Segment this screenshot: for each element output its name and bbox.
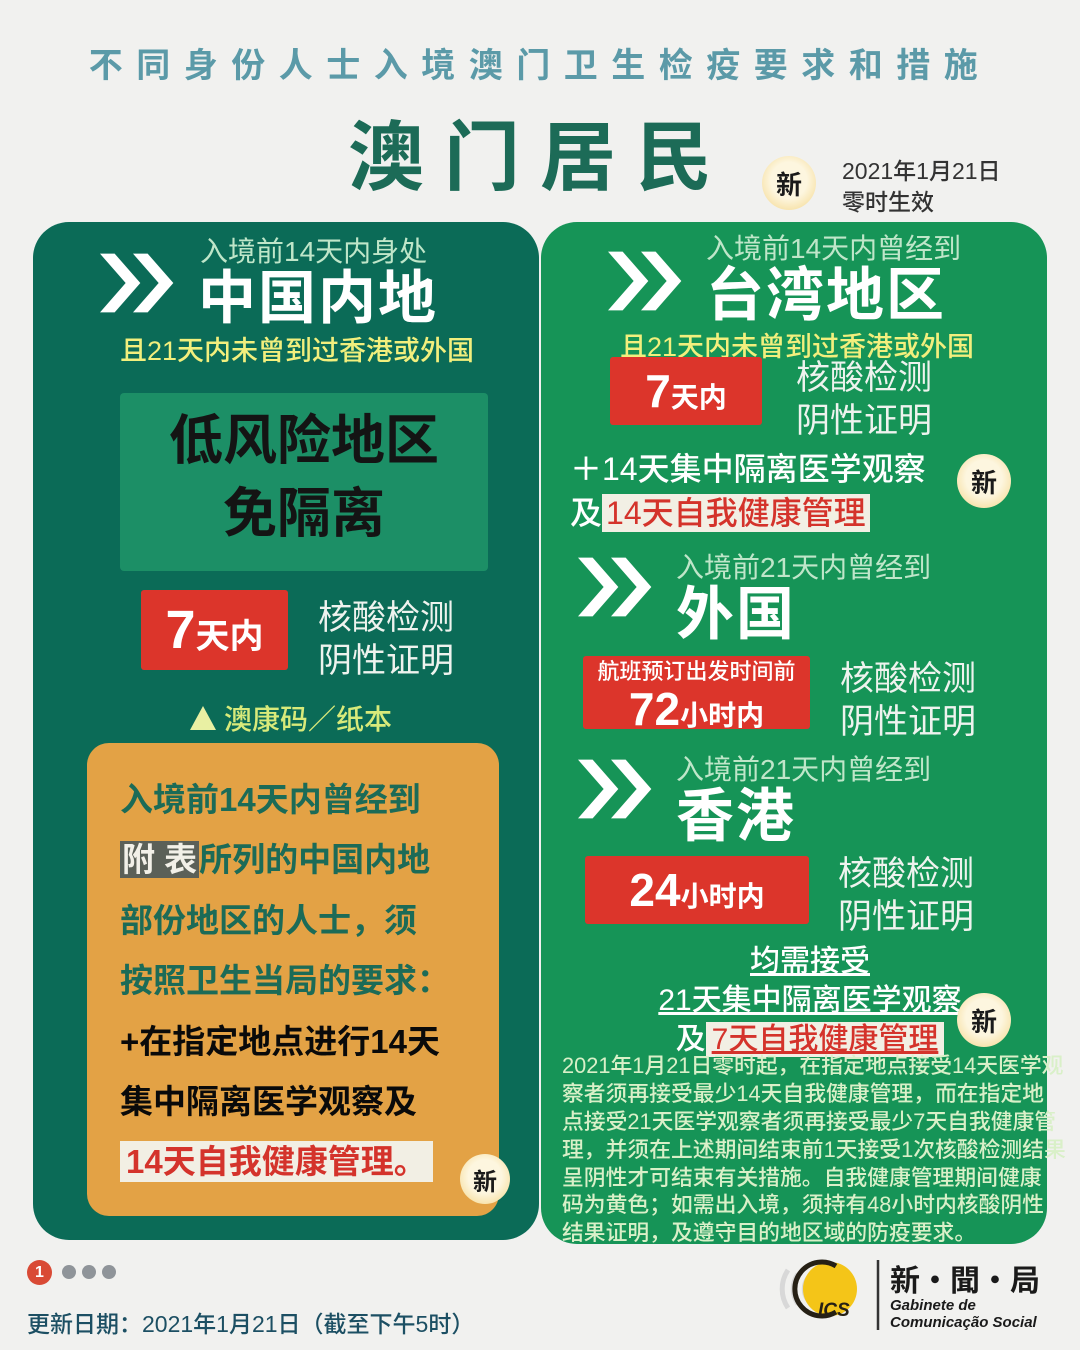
svg-text:Comunicação Social: Comunicação Social (890, 1314, 1038, 1331)
svg-text:新・聞・局: 新・聞・局 (890, 1265, 1040, 1298)
svg-text:Gabinete de: Gabinete de (890, 1297, 976, 1314)
svg-text:ICS: ICS (818, 1300, 850, 1321)
